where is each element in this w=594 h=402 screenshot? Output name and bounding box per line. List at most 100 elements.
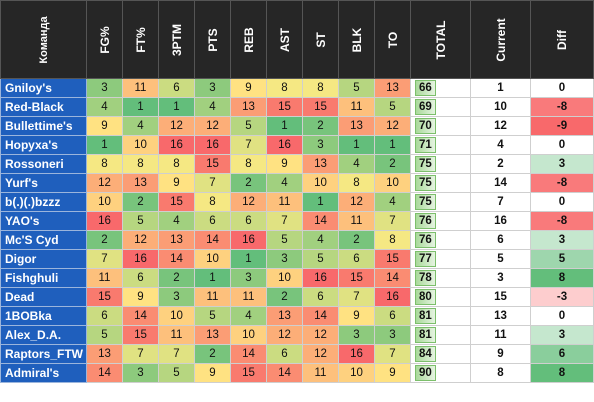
stat-cell-pts[interactable]: 3 <box>194 78 231 98</box>
stat-cell-st[interactable]: 2 <box>302 116 339 136</box>
stat-cell-3ptm[interactable]: 5 <box>158 363 195 383</box>
stat-cell-blk[interactable]: 1 <box>338 135 375 155</box>
diff-cell[interactable]: -8 <box>530 173 594 193</box>
team-name-cell[interactable]: Mc'S Cyd <box>0 230 87 250</box>
stat-cell-ast[interactable]: 3 <box>266 249 303 269</box>
total-cell[interactable]: 81 <box>410 306 471 326</box>
stat-cell-blk[interactable]: 3 <box>338 325 375 345</box>
total-cell[interactable]: 75 <box>410 154 471 174</box>
header-to[interactable]: TO <box>374 0 411 79</box>
header-team[interactable]: Команда <box>0 0 87 79</box>
stat-cell-st[interactable]: 12 <box>302 325 339 345</box>
current-cell[interactable]: 10 <box>470 97 531 117</box>
stat-cell-to[interactable]: 3 <box>374 325 411 345</box>
stat-cell-to[interactable]: 5 <box>374 97 411 117</box>
stat-cell-pts[interactable]: 5 <box>194 306 231 326</box>
stat-cell-3ptm[interactable]: 15 <box>158 192 195 212</box>
stat-cell-ft-pct[interactable]: 15 <box>122 325 159 345</box>
header-current[interactable]: Current <box>470 0 531 79</box>
stat-cell-st[interactable]: 11 <box>302 363 339 383</box>
team-name-cell[interactable]: Fishghuli <box>0 268 87 288</box>
table-row[interactable]: b(.)(.)bzzz 10 2 15 8 12 11 1 12 4 75 7 0 <box>0 192 594 212</box>
table-row[interactable]: Rossoneri 8 8 8 15 8 9 13 4 2 75 2 3 <box>0 154 594 174</box>
stat-cell-pts[interactable]: 10 <box>194 249 231 269</box>
current-cell[interactable]: 14 <box>470 173 531 193</box>
stat-cell-ft-pct[interactable]: 11 <box>122 78 159 98</box>
header-ft-pct[interactable]: FT% <box>122 0 159 79</box>
team-name-cell[interactable]: Raptors_FTW <box>0 344 87 364</box>
total-cell[interactable]: 75 <box>410 173 471 193</box>
stat-cell-fg-pct[interactable]: 10 <box>86 192 123 212</box>
stat-cell-to[interactable]: 12 <box>374 116 411 136</box>
team-name-cell[interactable]: b(.)(.)bzzz <box>0 192 87 212</box>
current-cell[interactable]: 13 <box>470 306 531 326</box>
stat-cell-to[interactable]: 6 <box>374 306 411 326</box>
stat-cell-ast[interactable]: 12 <box>266 325 303 345</box>
total-cell[interactable]: 75 <box>410 192 471 212</box>
total-cell[interactable]: 70 <box>410 116 471 136</box>
stat-cell-reb[interactable]: 6 <box>230 211 267 231</box>
current-cell[interactable]: 5 <box>470 249 531 269</box>
stat-cell-fg-pct[interactable]: 11 <box>86 268 123 288</box>
stat-cell-reb[interactable]: 5 <box>230 116 267 136</box>
total-cell[interactable]: 71 <box>410 135 471 155</box>
team-name-cell[interactable]: Alex_D.A. <box>0 325 87 345</box>
stat-cell-pts[interactable]: 16 <box>194 135 231 155</box>
stat-cell-st[interactable]: 14 <box>302 306 339 326</box>
total-cell[interactable]: 80 <box>410 287 471 307</box>
stat-cell-ast[interactable]: 15 <box>266 97 303 117</box>
stat-cell-ft-pct[interactable]: 10 <box>122 135 159 155</box>
team-name-cell[interactable]: Red-Black <box>0 97 87 117</box>
stat-cell-to[interactable]: 16 <box>374 287 411 307</box>
current-cell[interactable]: 2 <box>470 154 531 174</box>
stat-cell-fg-pct[interactable]: 7 <box>86 249 123 269</box>
stat-cell-st[interactable]: 13 <box>302 154 339 174</box>
stat-cell-ft-pct[interactable]: 3 <box>122 363 159 383</box>
stat-cell-to[interactable]: 7 <box>374 344 411 364</box>
stat-cell-reb[interactable]: 15 <box>230 363 267 383</box>
stat-cell-3ptm[interactable]: 10 <box>158 306 195 326</box>
stat-cell-blk[interactable]: 6 <box>338 249 375 269</box>
current-cell[interactable]: 7 <box>470 192 531 212</box>
stat-cell-3ptm[interactable]: 7 <box>158 344 195 364</box>
diff-cell[interactable]: 6 <box>530 344 594 364</box>
stat-cell-reb[interactable]: 8 <box>230 154 267 174</box>
stat-cell-ft-pct[interactable]: 5 <box>122 211 159 231</box>
stat-cell-fg-pct[interactable]: 2 <box>86 230 123 250</box>
stat-cell-ast[interactable]: 14 <box>266 363 303 383</box>
stat-cell-reb[interactable]: 11 <box>230 287 267 307</box>
stat-cell-ft-pct[interactable]: 14 <box>122 306 159 326</box>
stat-cell-pts[interactable]: 2 <box>194 344 231 364</box>
header-fg-pct[interactable]: FG% <box>86 0 123 79</box>
current-cell[interactable]: 15 <box>470 287 531 307</box>
team-name-cell[interactable]: Admiral's <box>0 363 87 383</box>
table-row[interactable]: Gniloy's 3 11 6 3 9 8 8 5 13 66 1 0 <box>0 78 594 98</box>
stat-cell-to[interactable]: 13 <box>374 78 411 98</box>
stat-cell-st[interactable]: 12 <box>302 344 339 364</box>
stat-cell-fg-pct[interactable]: 6 <box>86 306 123 326</box>
stat-cell-blk[interactable]: 10 <box>338 363 375 383</box>
table-row[interactable]: Fishghuli 11 6 2 1 3 10 16 15 14 78 3 8 <box>0 268 594 288</box>
stat-cell-pts[interactable]: 15 <box>194 154 231 174</box>
stat-cell-ast[interactable]: 5 <box>266 230 303 250</box>
stat-cell-pts[interactable]: 8 <box>194 192 231 212</box>
stat-cell-ast[interactable]: 13 <box>266 306 303 326</box>
table-row[interactable]: Red-Black 4 1 1 4 13 15 15 11 5 69 10 -8 <box>0 97 594 117</box>
stat-cell-pts[interactable]: 1 <box>194 268 231 288</box>
header-diff[interactable]: Diff <box>530 0 594 79</box>
total-cell[interactable]: 69 <box>410 97 471 117</box>
stat-cell-reb[interactable]: 7 <box>230 135 267 155</box>
stat-cell-blk[interactable]: 8 <box>338 173 375 193</box>
stat-cell-fg-pct[interactable]: 15 <box>86 287 123 307</box>
total-cell[interactable]: 78 <box>410 268 471 288</box>
total-cell[interactable]: 90 <box>410 363 471 383</box>
diff-cell[interactable]: 5 <box>530 249 594 269</box>
stat-cell-pts[interactable]: 11 <box>194 287 231 307</box>
stat-cell-reb[interactable]: 4 <box>230 306 267 326</box>
stat-cell-ft-pct[interactable]: 12 <box>122 230 159 250</box>
current-cell[interactable]: 6 <box>470 230 531 250</box>
stat-cell-to[interactable]: 9 <box>374 363 411 383</box>
stat-cell-pts[interactable]: 4 <box>194 97 231 117</box>
stat-cell-to[interactable]: 4 <box>374 192 411 212</box>
table-row[interactable]: Digor 7 16 14 10 1 3 5 6 15 77 5 5 <box>0 249 594 269</box>
